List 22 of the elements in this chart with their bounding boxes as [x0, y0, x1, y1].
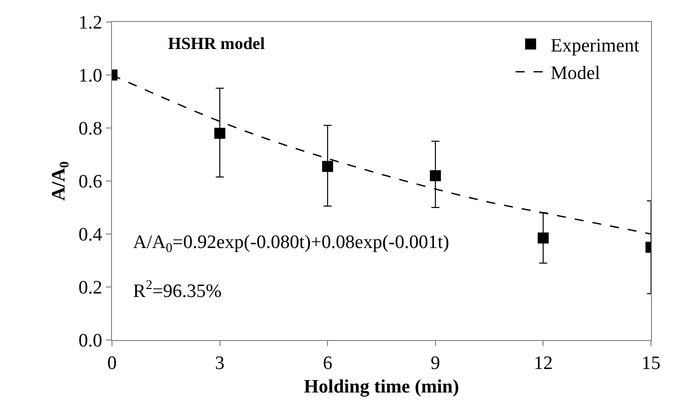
x-tick-label: 3 — [215, 352, 225, 374]
x-tick-label: 6 — [322, 352, 332, 374]
point — [430, 170, 441, 182]
y-tick-label: 0.2 — [78, 278, 102, 299]
x-tick-label: 15 — [642, 352, 660, 374]
y-tick-label: 0.0 — [78, 330, 102, 352]
legend-label: Model — [550, 63, 600, 84]
y-tick-label: 0.6 — [78, 172, 102, 193]
y-tick-label: 0.8 — [78, 118, 102, 140]
annotation: HSHR model — [168, 34, 266, 53]
point — [322, 160, 334, 172]
y-tick-label: 1.0 — [78, 66, 102, 87]
annotation: R$^{2}$=96.35% — [133, 277, 222, 302]
x-axis-title: Holding time (min) — [304, 376, 460, 398]
y-tick-label: 0.4 — [78, 224, 103, 246]
legend-label: Experiment — [550, 35, 640, 56]
text: =0.92exp(-0.080t)+0.08exp(-0.001t) — [172, 232, 450, 253]
y-axis-title: A/A$_{0}$ — [133, 232, 173, 255]
x-tick-label: 0 — [107, 352, 117, 374]
x-tick-label: 12 — [534, 352, 553, 374]
x-tick-label: 9 — [430, 352, 440, 374]
y-tick-label: 1.2 — [78, 12, 102, 34]
